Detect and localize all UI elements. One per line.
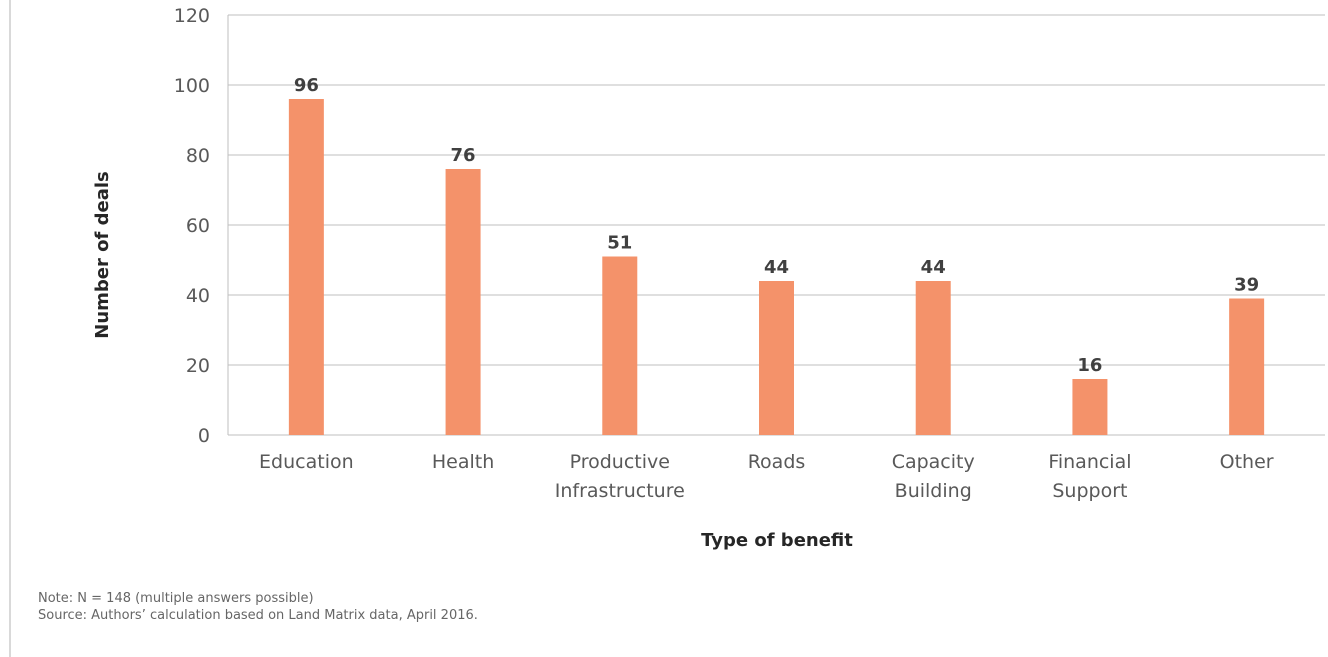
- y-tick-label: 40: [186, 285, 210, 307]
- bar-value-label: 39: [1234, 275, 1259, 296]
- bar-value-label: 51: [607, 233, 632, 254]
- x-tick-label: Capacity Building: [892, 451, 975, 502]
- bar: [288, 99, 324, 435]
- bar: [1072, 379, 1108, 435]
- bar-value-label: 76: [451, 145, 476, 166]
- chart-notes: Note: N = 148 (multiple answers possible…: [38, 590, 478, 624]
- y-tick-label: 100: [174, 75, 210, 97]
- bar-chart: 0 20 40 60 80 100 120 96 76 51 44 44 16 39 Education…: [92, 5, 1325, 551]
- x-tick-label: Education: [259, 451, 354, 473]
- gridlines: [227, 14, 1325, 436]
- y-axis-title: Number of deals: [92, 171, 113, 338]
- category-labels: Education Health Productive Infrastructure R…: [259, 451, 1274, 502]
- note-text: Note: N = 148 (multiple answers possible…: [38, 591, 314, 606]
- bar-value-label: 44: [921, 257, 946, 278]
- x-tick-label: Productive Infrastructure: [555, 451, 685, 502]
- y-tick-label: 120: [174, 5, 210, 27]
- bar-value-label: 16: [1077, 355, 1102, 376]
- bar: [445, 169, 481, 435]
- x-tick-label: Financial Support: [1048, 451, 1131, 502]
- bar: [1229, 298, 1265, 435]
- x-tick-label: Health: [432, 451, 494, 473]
- bar-value-label: 96: [294, 75, 319, 96]
- left-border-rule: [9, 0, 11, 657]
- bar: [602, 256, 638, 435]
- x-tick-label: Roads: [748, 451, 806, 473]
- bar: [759, 281, 794, 435]
- y-tick-label: 80: [186, 145, 210, 167]
- x-tick-label: Other: [1220, 451, 1274, 473]
- bars: [288, 99, 1265, 435]
- value-labels: 96 76 51 44 44 16 39: [294, 75, 1259, 376]
- x-axis-title: Type of benefit: [701, 530, 853, 551]
- y-tick-label: 60: [186, 215, 210, 237]
- y-axis-ticks: 0 20 40 60 80 100 120: [174, 5, 210, 447]
- bar-value-label: 44: [764, 257, 789, 278]
- y-tick-label: 0: [198, 425, 210, 447]
- source-text: Source: Authors’ calculation based on La…: [38, 608, 478, 623]
- y-tick-label: 20: [186, 355, 210, 377]
- bar: [915, 281, 951, 435]
